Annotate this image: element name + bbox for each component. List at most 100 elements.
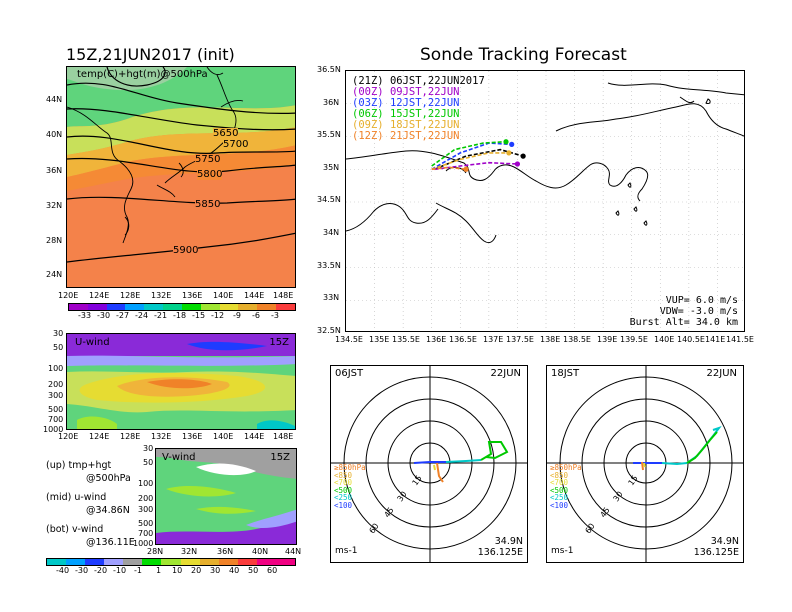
- colorbar-label: -9: [233, 311, 241, 320]
- lat-tick: 36N: [217, 547, 234, 556]
- colorbar-label: -30: [97, 311, 111, 320]
- launch-code: (03Z): [352, 97, 384, 109]
- lon-tick: 124E: [89, 291, 110, 300]
- lon-tick: 140E: [654, 335, 675, 344]
- colorbar-label: -1: [134, 566, 142, 575]
- legend-line: @34.86N: [86, 505, 130, 516]
- launch-legend: (21Z) 06JST,22JUN2017 (00Z) 09JST,22JUN …: [352, 76, 485, 142]
- colorbar-swatch: [256, 559, 276, 565]
- trajectory-line: [431, 152, 509, 171]
- colorbar-swatch: [106, 304, 126, 310]
- colorbar-swatch: [276, 304, 295, 310]
- launch-entry: (06Z) 15JST,22JUN: [352, 109, 485, 120]
- stat-line: VDW= -3.0 m/s: [630, 306, 738, 317]
- launch-entry: (21Z) 06JST,22JUN2017: [352, 76, 485, 87]
- contour-label: 5800: [197, 169, 223, 180]
- launch-entry: (00Z) 09JST,22JUN: [352, 87, 485, 98]
- left-title: 15Z,21JUN2017 (init): [66, 45, 235, 64]
- pressure-tick: 100: [138, 479, 154, 488]
- lon-tick: 136E: [182, 432, 203, 441]
- level-entry: <850: [550, 470, 569, 480]
- pressure-tick: 300: [138, 505, 154, 514]
- colorbar-swatch: [85, 559, 105, 565]
- lat-tick: 40N: [46, 130, 63, 139]
- colorbar-label: 1: [156, 566, 162, 575]
- level-entry: <700: [334, 478, 353, 487]
- colorbar-label: 30: [210, 566, 221, 575]
- trajectory-line: [431, 142, 512, 170]
- lon-tick: 141E: [705, 335, 726, 344]
- pressure-tick: 1000: [43, 425, 64, 434]
- pressure-tick: 700: [138, 529, 154, 538]
- contour-label: 5850: [195, 199, 221, 210]
- temperature-map-panel: temp(C)+hgt(m)@500hPa 5650 5700 5750 580…: [66, 66, 296, 288]
- pressure-tick: 200: [48, 380, 64, 389]
- colorbar-swatch: [104, 559, 124, 565]
- contour-label: 5750: [195, 154, 221, 165]
- hodograph-18jst-panel: 18JST 22JUN 15 30 45 60 ≥850hPa <850 <70…: [546, 365, 744, 563]
- launch-time: 12JST,22JUN: [389, 97, 460, 109]
- lon-tick: 136E: [426, 335, 447, 344]
- lat-tick: 36N: [46, 166, 63, 175]
- colorbar-label: -12: [211, 311, 225, 320]
- colorbar-label: -33: [78, 311, 92, 320]
- colorbar-swatch: [144, 304, 164, 310]
- lon-tick: 140.5E: [677, 335, 705, 344]
- lon-tick: 148E: [273, 432, 294, 441]
- lon-tick: 139E: [597, 335, 618, 344]
- lon-tick: 128E: [120, 291, 141, 300]
- launch-code: (00Z): [352, 86, 384, 98]
- u-wind-label: U-wind: [75, 337, 110, 348]
- sonde-stats: VUP= 6.0 m/s VDW= -3.0 m/s Burst Alt= 34…: [630, 295, 738, 328]
- lon-tick: 134.5E: [335, 335, 363, 344]
- level-entry: ≥850hPa: [334, 463, 366, 472]
- lon-tick: 136E: [182, 291, 203, 300]
- pressure-level-legend: ≥850hPa <850 <700 <500 <250 <100: [334, 464, 366, 509]
- colorbar-label: -40: [56, 566, 70, 575]
- lat-tick: 44N: [46, 95, 63, 104]
- colorbar-label: -20: [94, 566, 108, 575]
- level-entry: ≥850hPa: [550, 463, 582, 472]
- launch-entry: (03Z) 12JST,22JUN: [352, 98, 485, 109]
- lon-tick: 137.5E: [506, 335, 534, 344]
- pressure-tick: 500: [138, 519, 154, 528]
- level-entry: <850: [334, 470, 353, 480]
- colorbar-label: 10: [172, 566, 183, 575]
- colorbar-swatch: [237, 559, 257, 565]
- colorbar-swatch: [66, 559, 86, 565]
- contour-label: 5700: [223, 139, 249, 150]
- colorbar-swatch: [218, 559, 238, 565]
- stat-line: VUP= 6.0 m/s: [630, 295, 738, 306]
- launch-time: 18JST,22JUN: [389, 119, 460, 131]
- launch-time: 09JST,22JUN: [389, 86, 460, 98]
- trajectory-line: [431, 140, 507, 167]
- lat-tick: 24N: [46, 270, 63, 279]
- lon-tick: 144E: [244, 432, 265, 441]
- landing-point: [506, 150, 512, 156]
- launch-time: 21JST,22JUN: [389, 130, 460, 142]
- lon-tick: 138E: [540, 335, 561, 344]
- colorbar-label: -27: [116, 311, 130, 320]
- launch-entry: (12Z) 21JST,22JUN: [352, 131, 485, 142]
- u-wind-canvas: [67, 334, 295, 429]
- launch-code: (12Z): [352, 130, 384, 142]
- colorbar-label: -6: [252, 311, 260, 320]
- hodograph-unit: ms-1: [335, 546, 358, 556]
- u-wind-time: 15Z: [269, 337, 289, 348]
- lat-tick: 35N: [323, 163, 340, 172]
- legend-line: (bot) v-wind: [46, 524, 104, 535]
- colorbar-label: -10: [113, 566, 127, 575]
- lat-tick: 33.5N: [317, 261, 341, 270]
- pressure-tick: 50: [143, 458, 154, 467]
- stat-unit: m/s: [719, 306, 738, 317]
- hodograph-lat: 34.9N: [710, 536, 739, 547]
- u-wind-panel: U-wind 15Z: [66, 333, 296, 430]
- lon-tick: 139.5E: [620, 335, 648, 344]
- v-wind-label: V-wind: [162, 452, 196, 463]
- colorbar-label: 50: [248, 566, 259, 575]
- colorbar-label: -21: [154, 311, 168, 320]
- lat-tick: 28N: [147, 547, 164, 556]
- colorbar-swatch: [69, 304, 88, 310]
- hodograph-date: 22JUN: [490, 368, 521, 379]
- pressure-tick: 30: [53, 329, 64, 338]
